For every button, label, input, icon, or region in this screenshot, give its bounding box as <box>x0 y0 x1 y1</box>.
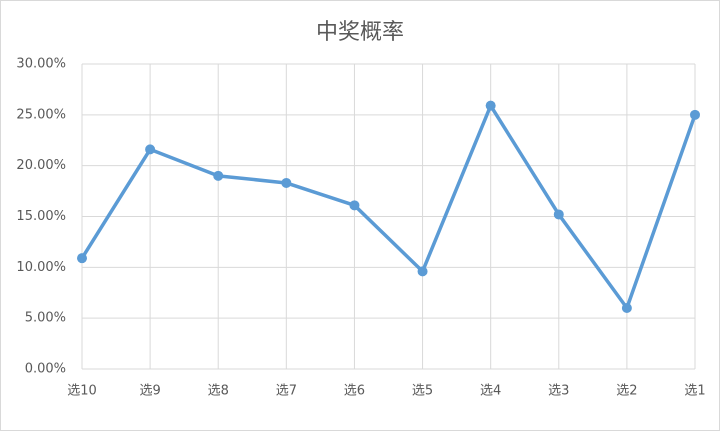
data-point <box>349 200 360 211</box>
data-line <box>80 103 697 310</box>
x-tick-label: 选9 <box>139 384 160 399</box>
data-point <box>145 144 156 155</box>
data-point <box>77 253 87 264</box>
data-point <box>621 303 632 313</box>
data-point <box>690 109 700 120</box>
x-tick-label: 选7 <box>276 384 297 399</box>
y-tick-label: 5.00% <box>25 311 66 326</box>
x-tick-label: 选2 <box>616 384 637 399</box>
y-tick-label: 30.00% <box>16 57 66 72</box>
x-tick-label: 选6 <box>344 384 365 399</box>
chart-title: 中奖概率 <box>316 20 404 45</box>
y-tick-label: 0.00% <box>25 362 66 377</box>
y-tick-label: 25.00% <box>16 107 66 122</box>
x-tick-label: 选3 <box>548 384 569 399</box>
x-tick-label: 选5 <box>412 384 433 399</box>
x-tick-label: 选1 <box>684 384 705 399</box>
x-tick-label: 选4 <box>480 384 501 399</box>
x-tick-label: 选8 <box>208 384 229 399</box>
data-point <box>417 266 428 277</box>
x-tick-label: 选10 <box>67 384 97 399</box>
data-point <box>553 209 564 220</box>
data-point <box>485 100 496 111</box>
y-tick-label: 15.00% <box>16 209 66 224</box>
y-tick-label: 20.00% <box>16 158 66 173</box>
y-tick-label: 10.00% <box>16 260 66 275</box>
data-point <box>281 177 292 188</box>
data-point <box>213 170 224 181</box>
